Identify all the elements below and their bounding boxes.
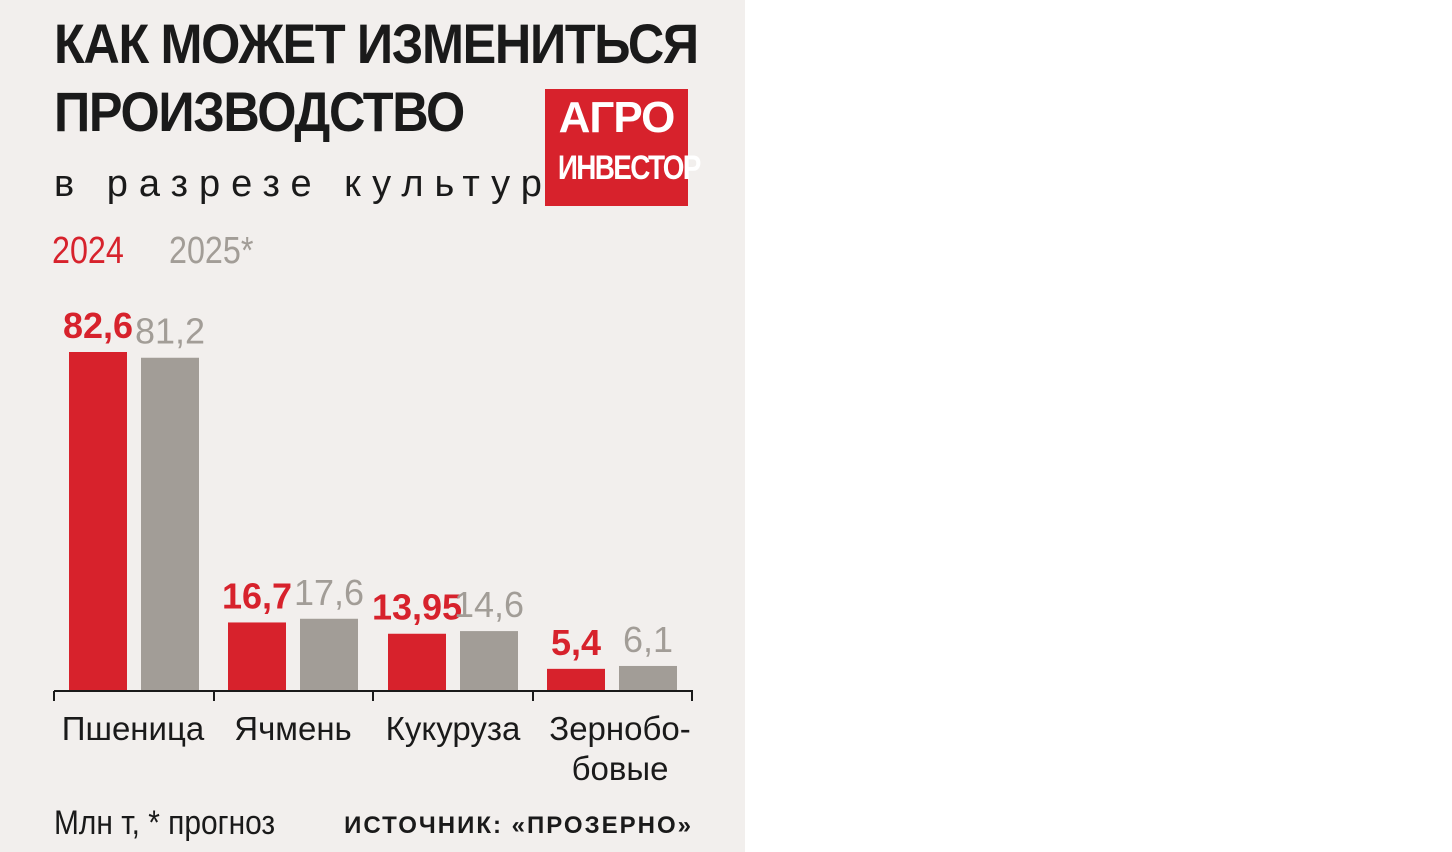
agroinvestor-logo: АГРО ИНВЕСТОР [545, 89, 701, 206]
bar-2024-3 [547, 668, 605, 691]
legend-2025: 2025* [169, 230, 254, 272]
chart-title-line-2: ПРОИЗВОДСТВО [54, 80, 465, 143]
data-label-2024-0: 82,6 [63, 305, 133, 346]
bar-chart: 82,6 16,7 13,95 5,4 81,2 17,6 14,6 6,1 Пшеница Яч… [53, 305, 693, 787]
bar-2025-0 [141, 357, 199, 691]
legend-2024: 2024 [52, 230, 124, 272]
chart-subtitle: в разрезе культур [54, 163, 553, 205]
unit-note: Млн т, * прогноз [54, 804, 276, 842]
bar-2024-0 [69, 352, 127, 691]
category-label-0: Пшеница [62, 710, 205, 747]
category-label-2: Кукуруза [386, 710, 521, 747]
data-label-2025-1: 17,6 [294, 572, 364, 613]
infographic-panel: КАК МОЖЕТ ИЗМЕНИТЬСЯ ПРОИЗВОДСТВО в разр… [0, 0, 745, 852]
data-label-2025-0: 81,2 [135, 311, 205, 352]
bar-2024-2 [388, 633, 446, 691]
bar-2025-2 [460, 631, 518, 691]
category-label-3: Зернобо-бовые [549, 710, 690, 787]
source-note: ИСТОЧНИК: «ПРОЗЕРНО» [344, 812, 693, 839]
bar-2025-1 [300, 618, 358, 691]
logo-text-top: АГРО [558, 93, 676, 142]
bar-2024-1 [228, 622, 286, 691]
category-label-1: Ячмень [234, 710, 351, 747]
data-label-2024-2: 13,95 [372, 587, 462, 628]
chart-title-line-1: КАК МОЖЕТ ИЗМЕНИТЬСЯ [54, 12, 699, 75]
data-label-2025-2: 14,6 [454, 584, 524, 625]
data-label-2024-1: 16,7 [222, 575, 292, 616]
data-label-2025-3: 6,1 [623, 619, 673, 660]
bar-2025-3 [619, 665, 677, 691]
data-label-2024-3: 5,4 [551, 622, 601, 663]
